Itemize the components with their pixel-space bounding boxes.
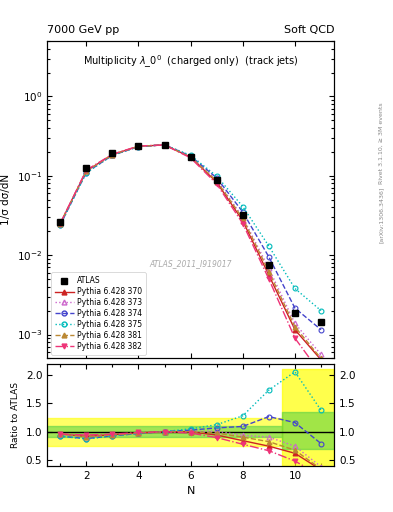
- Pythia 6.428 370: [319, 357, 323, 363]
- ATLAS: [214, 177, 219, 183]
- Line: Pythia 6.428 375: Pythia 6.428 375: [58, 142, 323, 313]
- Pythia 6.428 382: [214, 181, 219, 187]
- Pythia 6.428 381: [58, 221, 62, 227]
- Pythia 6.428 374: [136, 143, 141, 150]
- ATLAS: [241, 212, 245, 218]
- Pythia 6.428 375: [292, 285, 297, 291]
- ATLAS: [58, 219, 62, 225]
- Text: 7000 GeV pp: 7000 GeV pp: [47, 25, 119, 35]
- ATLAS: [110, 150, 115, 156]
- Pythia 6.428 373: [214, 177, 219, 183]
- Pythia 6.428 382: [136, 143, 141, 149]
- Pythia 6.428 370: [214, 179, 219, 185]
- Line: ATLAS: ATLAS: [57, 142, 324, 325]
- Y-axis label: 1/σ dσ/dN: 1/σ dσ/dN: [1, 174, 11, 225]
- Pythia 6.428 381: [241, 216, 245, 222]
- Pythia 6.428 382: [292, 335, 297, 341]
- Pythia 6.428 375: [188, 152, 193, 158]
- Pythia 6.428 370: [266, 272, 271, 278]
- Pythia 6.428 374: [214, 175, 219, 181]
- Pythia 6.428 381: [110, 152, 115, 158]
- Pythia 6.428 382: [58, 221, 62, 227]
- Pythia 6.428 373: [110, 152, 115, 158]
- Pythia 6.428 375: [162, 142, 167, 148]
- Pythia 6.428 382: [110, 151, 115, 157]
- Text: Soft QCD: Soft QCD: [284, 25, 334, 35]
- Pythia 6.428 382: [162, 142, 167, 148]
- Pythia 6.428 381: [266, 269, 271, 275]
- Pythia 6.428 373: [188, 154, 193, 160]
- Pythia 6.428 374: [266, 254, 271, 260]
- Pythia 6.428 374: [58, 222, 62, 228]
- Pythia 6.428 382: [266, 276, 271, 282]
- Pythia 6.428 373: [58, 221, 62, 227]
- Pythia 6.428 370: [136, 143, 141, 150]
- Line: Pythia 6.428 370: Pythia 6.428 370: [58, 142, 323, 362]
- ATLAS: [266, 262, 271, 268]
- Pythia 6.428 370: [162, 142, 167, 148]
- Pythia 6.428 374: [84, 169, 89, 176]
- Pythia 6.428 374: [162, 142, 167, 148]
- Text: Rivet 3.1.10, ≥ 3M events: Rivet 3.1.10, ≥ 3M events: [379, 102, 384, 184]
- Pythia 6.428 381: [84, 168, 89, 175]
- ATLAS: [292, 310, 297, 316]
- Legend: ATLAS, Pythia 6.428 370, Pythia 6.428 373, Pythia 6.428 374, Pythia 6.428 375, P: ATLAS, Pythia 6.428 370, Pythia 6.428 37…: [51, 272, 146, 355]
- Pythia 6.428 381: [136, 143, 141, 150]
- Pythia 6.428 373: [84, 168, 89, 175]
- Pythia 6.428 373: [162, 142, 167, 148]
- Pythia 6.428 381: [214, 178, 219, 184]
- Pythia 6.428 375: [84, 170, 89, 176]
- Text: Multiplicity $\lambda\_0^0$  (charged only)  (track jets): Multiplicity $\lambda\_0^0$ (charged onl…: [83, 54, 298, 70]
- Pythia 6.428 373: [136, 143, 141, 150]
- Pythia 6.428 375: [58, 222, 62, 228]
- Pythia 6.428 382: [241, 221, 245, 227]
- Pythia 6.428 375: [241, 203, 245, 209]
- Text: [arXiv:1306.3436]: [arXiv:1306.3436]: [379, 187, 384, 243]
- Pythia 6.428 370: [241, 218, 245, 224]
- Text: ATLAS_2011_I919017: ATLAS_2011_I919017: [149, 259, 232, 268]
- Pythia 6.428 381: [319, 355, 323, 361]
- ATLAS: [136, 142, 141, 148]
- Pythia 6.428 375: [136, 143, 141, 150]
- Pythia 6.428 374: [292, 305, 297, 311]
- X-axis label: N: N: [186, 486, 195, 496]
- Pythia 6.428 370: [84, 168, 89, 174]
- Pythia 6.428 374: [241, 209, 245, 215]
- Pythia 6.428 381: [292, 324, 297, 330]
- Pythia 6.428 375: [319, 308, 323, 314]
- Pythia 6.428 370: [188, 154, 193, 160]
- Y-axis label: Ratio to ATLAS: Ratio to ATLAS: [11, 382, 20, 447]
- Pythia 6.428 370: [58, 221, 62, 227]
- ATLAS: [319, 318, 323, 325]
- ATLAS: [188, 154, 193, 160]
- Pythia 6.428 374: [319, 327, 323, 333]
- ATLAS: [84, 165, 89, 171]
- Pythia 6.428 374: [188, 153, 193, 159]
- Pythia 6.428 374: [110, 152, 115, 158]
- Pythia 6.428 375: [266, 243, 271, 249]
- Pythia 6.428 370: [110, 152, 115, 158]
- Pythia 6.428 373: [319, 351, 323, 357]
- Pythia 6.428 375: [110, 152, 115, 158]
- Line: Pythia 6.428 373: Pythia 6.428 373: [58, 142, 323, 357]
- Pythia 6.428 381: [188, 154, 193, 160]
- Line: Pythia 6.428 382: Pythia 6.428 382: [58, 142, 323, 376]
- Line: Pythia 6.428 381: Pythia 6.428 381: [58, 142, 323, 361]
- Pythia 6.428 370: [292, 327, 297, 333]
- Pythia 6.428 373: [241, 214, 245, 220]
- ATLAS: [162, 142, 167, 148]
- Pythia 6.428 373: [292, 321, 297, 327]
- Pythia 6.428 382: [319, 371, 323, 377]
- Pythia 6.428 382: [188, 155, 193, 161]
- Line: Pythia 6.428 374: Pythia 6.428 374: [58, 142, 323, 332]
- Pythia 6.428 375: [214, 173, 219, 179]
- Pythia 6.428 373: [266, 265, 271, 271]
- Pythia 6.428 381: [162, 142, 167, 148]
- Pythia 6.428 382: [84, 167, 89, 173]
